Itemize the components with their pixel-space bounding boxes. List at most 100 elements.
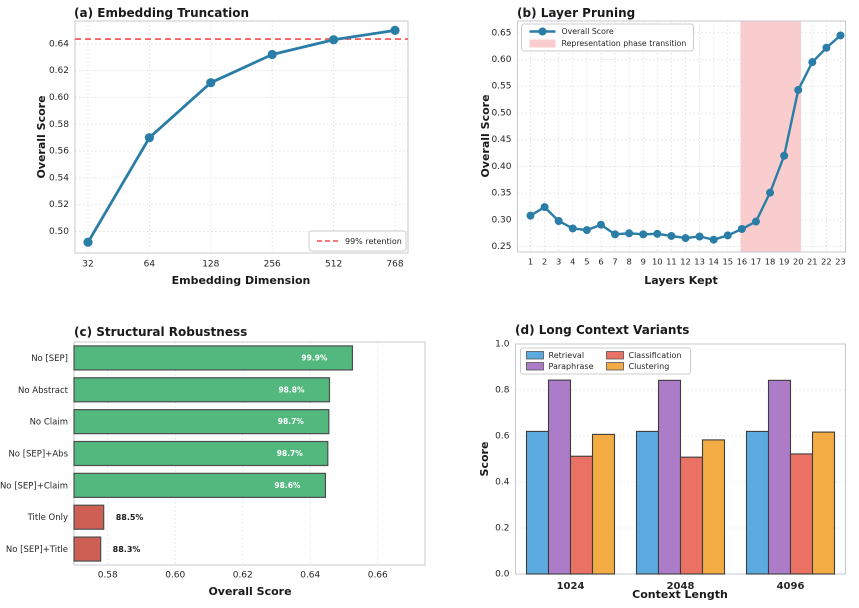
svg-text:No [SEP]: No [SEP]: [31, 354, 68, 364]
svg-text:0.50: 0.50: [491, 108, 511, 118]
bar-paraphrase-2048: [657, 379, 682, 575]
svg-text:0.52: 0.52: [49, 200, 69, 210]
chart-d-ylabel: Score: [478, 441, 491, 477]
svg-text:7: 7: [612, 257, 617, 267]
svg-text:1.0: 1.0: [495, 340, 510, 350]
svg-text:0.60: 0.60: [49, 93, 69, 103]
svg-text:0.56: 0.56: [49, 147, 69, 157]
svg-text:No [SEP]+Abs: No [SEP]+Abs: [8, 450, 68, 460]
svg-text:2: 2: [542, 257, 547, 267]
tick-labels: 0.58 0.60 0.62 0.64 0.66: [98, 571, 388, 581]
svg-text:No Abstract: No Abstract: [18, 386, 69, 396]
svg-text:17: 17: [751, 257, 762, 267]
svg-text:0.25: 0.25: [491, 242, 511, 252]
svg-text:0.62: 0.62: [49, 66, 69, 76]
data-points: [83, 25, 400, 247]
grid: [75, 21, 408, 253]
svg-text:0.8: 0.8: [495, 386, 510, 396]
svg-text:99.9%: 99.9%: [301, 353, 328, 362]
chart-a-embedding-truncation: 0.50 0.52 0.54 0.56 0.58 0.60 0.62 0.64 32 64 128 2…: [0, 0, 430, 304]
bar-5: [73, 504, 105, 530]
bar-retrieval-1024: [525, 430, 550, 575]
svg-text:No [SEP]+Claim: No [SEP]+Claim: [0, 481, 68, 491]
svg-text:5: 5: [584, 257, 589, 267]
svg-text:Representation phase transitio: Representation phase transition: [562, 39, 687, 48]
svg-text:98.6%: 98.6%: [274, 481, 301, 490]
svg-text:0.64: 0.64: [300, 571, 320, 581]
svg-text:21: 21: [807, 257, 818, 267]
chart-d-title: (d) Long Context Variants: [515, 323, 690, 337]
svg-text:98.7%: 98.7%: [278, 417, 305, 426]
chart-c-canvas: 99.9% 98.8% 98.7% 98.7% 98.6% 88.5% 88.3% No [S…: [0, 341, 426, 581]
svg-text:4: 4: [570, 257, 575, 267]
chart-d-xlabel: Context Length: [632, 588, 728, 601]
svg-text:32: 32: [82, 260, 93, 270]
svg-text:8: 8: [626, 257, 631, 267]
chart-a-title: (a) Embedding Truncation: [74, 6, 249, 20]
svg-text:0.64: 0.64: [49, 39, 69, 49]
svg-text:0.55: 0.55: [491, 82, 511, 92]
svg-text:256: 256: [264, 260, 281, 270]
svg-text:10: 10: [652, 257, 663, 267]
chart-a-canvas: 0.50 0.52 0.54 0.56 0.58 0.60 0.62 0.64 32 64 128 2…: [49, 20, 409, 270]
svg-text:0.2: 0.2: [495, 524, 509, 534]
legend: Overall Score Representation phase transi…: [521, 23, 694, 52]
chart-d-long-context-variants: 0.0 0.2 0.4 0.6 0.8 1.0 1024 2048 4096 Retrieval P…: [430, 304, 859, 608]
bar-4: [73, 472, 327, 498]
svg-text:Title Only: Title Only: [27, 513, 68, 523]
svg-text:6: 6: [598, 257, 603, 267]
bar-retrieval-4096: [745, 430, 770, 575]
bar-clustering-1024: [591, 433, 616, 575]
svg-text:99% retention: 99% retention: [345, 237, 402, 246]
svg-text:0.60: 0.60: [165, 571, 185, 581]
svg-text:Classification: Classification: [629, 351, 682, 360]
bars: [525, 379, 836, 575]
bar-2: [73, 409, 330, 435]
svg-text:13: 13: [694, 257, 705, 267]
svg-text:0.54: 0.54: [49, 173, 69, 183]
svg-text:0.58: 0.58: [49, 120, 69, 130]
svg-text:19: 19: [779, 257, 790, 267]
chart-b-xlabel: Layers Kept: [644, 274, 718, 287]
svg-text:128: 128: [202, 260, 219, 270]
tick-labels: 0.250.300.350.400.450.500.550.600.651 2 3 4…: [491, 28, 845, 266]
series-line: [86, 29, 396, 243]
svg-text:0.58: 0.58: [98, 571, 118, 581]
svg-text:0.30: 0.30: [491, 215, 511, 225]
svg-text:20: 20: [793, 257, 804, 267]
svg-text:No [SEP]+Title: No [SEP]+Title: [6, 545, 68, 555]
chart-b-canvas: 0.250.300.350.400.450.500.550.600.651 2 3 4…: [491, 20, 846, 267]
svg-text:88.3%: 88.3%: [113, 545, 141, 554]
phase-transition-band: [740, 21, 802, 252]
svg-text:0.0: 0.0: [495, 570, 510, 580]
chart-a-ylabel: Overall Score: [35, 95, 48, 179]
svg-text:0.50: 0.50: [49, 227, 69, 237]
bar-paraphrase-4096: [767, 379, 792, 575]
svg-text:768: 768: [386, 260, 403, 270]
svg-text:18: 18: [765, 257, 776, 267]
svg-text:22: 22: [821, 257, 832, 267]
svg-text:Clustering: Clustering: [629, 362, 670, 371]
svg-text:Retrieval: Retrieval: [549, 351, 585, 360]
bar-3: [73, 440, 329, 467]
chart-c-title: (c) Structural Robustness: [74, 325, 248, 339]
chart-c-structural-robustness: 99.9% 98.8% 98.7% 98.7% 98.6% 88.5% 88.3% No [S…: [0, 304, 430, 608]
chart-c-xlabel: Overall Score: [208, 585, 292, 598]
svg-text:98.8%: 98.8%: [278, 385, 305, 394]
svg-text:12: 12: [680, 257, 691, 267]
bar-0: [73, 345, 354, 371]
svg-text:0.62: 0.62: [233, 571, 253, 581]
svg-text:11: 11: [666, 257, 677, 267]
svg-text:0.4: 0.4: [495, 478, 510, 488]
bar-paraphrase-1024: [547, 379, 572, 575]
svg-text:0.6: 0.6: [495, 432, 510, 442]
svg-text:2048: 2048: [667, 581, 695, 592]
svg-text:64: 64: [144, 260, 156, 270]
bar-1: [73, 377, 331, 403]
svg-text:1: 1: [528, 257, 533, 267]
svg-text:14: 14: [708, 257, 719, 267]
svg-text:23: 23: [835, 257, 846, 267]
bar-classification-1024: [569, 455, 594, 575]
chart-a-xlabel: Embedding Dimension: [171, 274, 311, 287]
